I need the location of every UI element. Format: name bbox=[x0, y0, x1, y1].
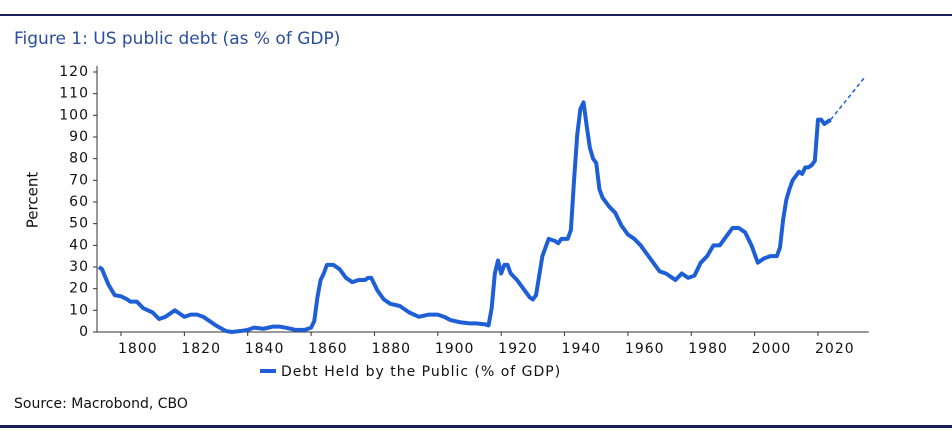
bottom-rule bbox=[0, 425, 952, 428]
x-tick-label: 1960 bbox=[625, 341, 665, 357]
y-tick-label: 10 bbox=[69, 302, 89, 318]
y-tick-label: 40 bbox=[69, 237, 89, 253]
y-tick-label: 90 bbox=[69, 129, 89, 145]
x-tick-label: 1920 bbox=[498, 341, 538, 357]
y-tick-label: 110 bbox=[59, 86, 89, 102]
y-tick-label: 30 bbox=[69, 259, 89, 275]
x-tick-label: 1940 bbox=[562, 341, 602, 357]
x-tick-label: 1860 bbox=[308, 341, 348, 357]
y-tick-label: 20 bbox=[69, 281, 89, 297]
x-tick-label: 1840 bbox=[245, 341, 285, 357]
x-tick-label: 1900 bbox=[435, 341, 475, 357]
y-axis-label: Percent bbox=[24, 172, 42, 229]
y-tick-label: 70 bbox=[69, 172, 89, 188]
x-tick-label: 2000 bbox=[752, 341, 792, 357]
y-tick-label: 100 bbox=[59, 107, 89, 123]
data-line bbox=[97, 100, 832, 334]
legend-label: Debt Held by the Public (% of GDP) bbox=[281, 364, 561, 380]
y-tick-label: 120 bbox=[59, 64, 89, 80]
y-tick-label: 0 bbox=[79, 324, 89, 340]
x-tick-label: 1800 bbox=[118, 341, 158, 357]
source: Source: Macrobond, CBO bbox=[14, 396, 188, 412]
y-tick-label: 80 bbox=[69, 151, 89, 167]
x-tick-label: 1820 bbox=[181, 341, 221, 357]
x-tick-label: 1980 bbox=[688, 341, 728, 357]
projection-line bbox=[830, 75, 867, 121]
y-tick-label: 60 bbox=[69, 194, 89, 210]
top-rule bbox=[0, 14, 952, 16]
y-tick-label: 50 bbox=[69, 216, 89, 232]
x-tick-label: 2020 bbox=[815, 341, 855, 357]
chart-title: Figure 1: US public debt (as % of GDP) bbox=[14, 29, 340, 49]
x-tick-label: 1880 bbox=[371, 341, 411, 357]
